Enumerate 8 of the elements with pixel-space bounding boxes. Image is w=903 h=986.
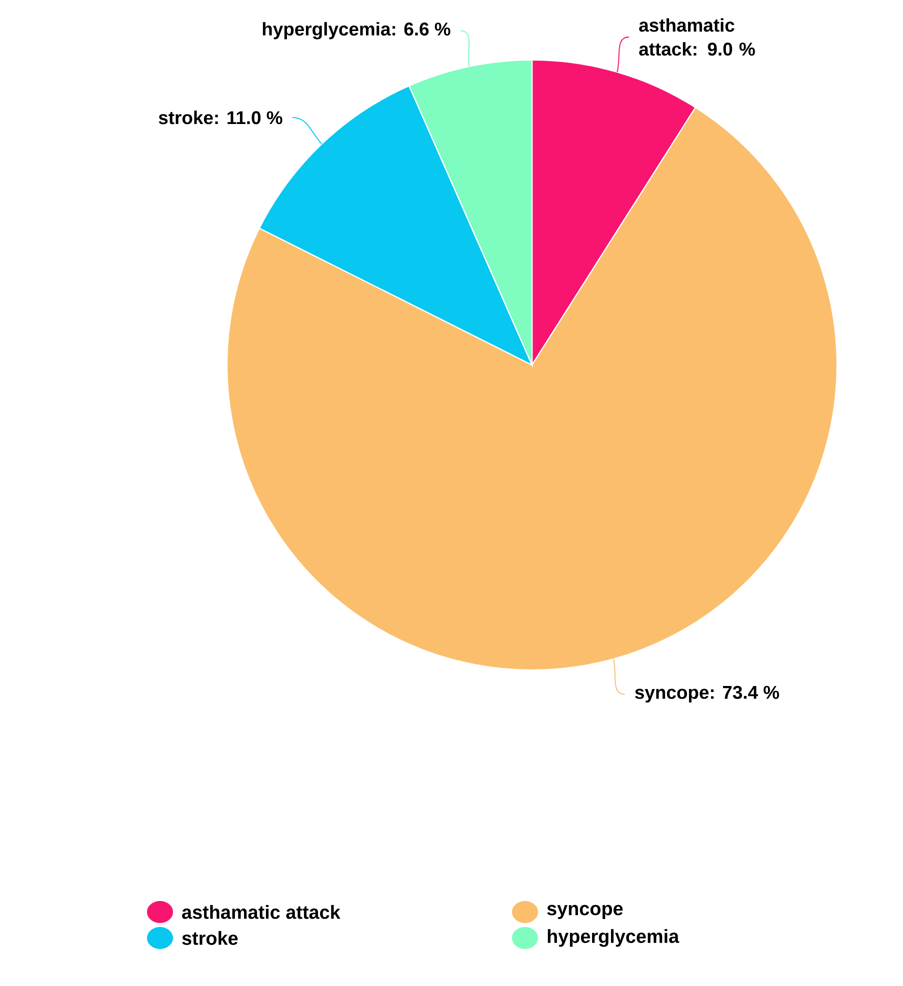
legend-label: hyperglycemia xyxy=(548,929,680,947)
data-label: syncope: 73.4 % xyxy=(635,686,780,703)
data-label: hyperglycemia: 6.6 % xyxy=(262,22,450,40)
data-label: asthamatic attack: 9.0 % xyxy=(639,18,755,56)
legend-label: syncope xyxy=(547,904,623,920)
legend-label: asthamatic attack xyxy=(182,905,340,919)
data-label: stroke: 11.0 % xyxy=(158,110,282,124)
legend-label: stroke xyxy=(182,931,238,945)
